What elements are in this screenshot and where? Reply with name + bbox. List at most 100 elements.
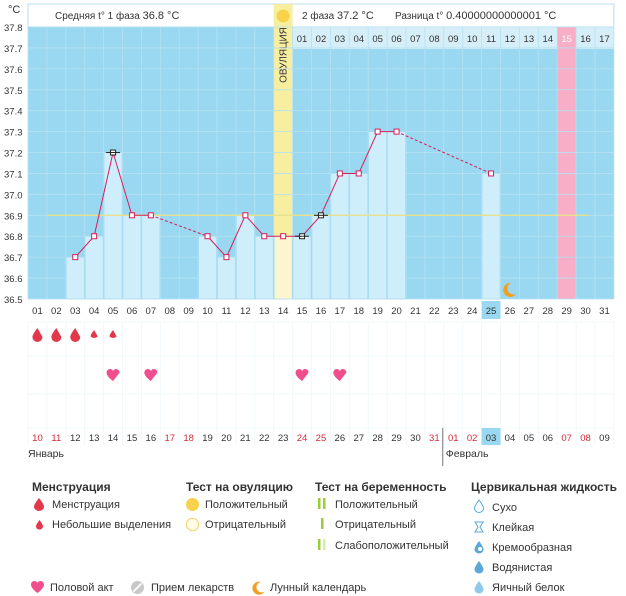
temperature-point [242, 212, 249, 219]
month-label-start: Январь [28, 448, 65, 460]
calendar-date-label: 09 [599, 433, 610, 444]
temperature-bar [273, 235, 293, 300]
post-ovulation-day-label: 04 [353, 34, 364, 45]
intercourse-heart-icon [295, 369, 309, 381]
ovulation-negative-icon [185, 517, 200, 532]
menstruation-drop-icon [90, 329, 98, 338]
small-drop-icon [36, 520, 43, 530]
post-ovulation-day-label: 10 [467, 34, 478, 45]
post-ovulation-row [292, 27, 614, 49]
cycle-day-label: 13 [259, 306, 270, 317]
temperature-line-segment [225, 215, 246, 258]
sticky-icon [474, 521, 484, 533]
cycle-day-label: 16 [316, 306, 327, 317]
month-label-next: Февраль [446, 448, 489, 460]
temperature-point [128, 212, 135, 219]
temperature-bar [84, 235, 104, 300]
moon-icon [252, 581, 265, 595]
cycle-day-label: 01 [32, 306, 43, 317]
calendar-date-label: 30 [410, 433, 421, 444]
legend-menstruation-title: Менструация [32, 480, 111, 494]
calendar-date-label: 10 [32, 433, 43, 444]
temperature-point [72, 254, 79, 261]
moon-icon [503, 282, 516, 297]
legend-ovulation-title: Тест на овуляцию [186, 480, 293, 494]
temperature-bar [66, 256, 85, 300]
intercourse-heart-icon [144, 369, 158, 381]
post-ovulation-day-label: 03 [335, 34, 346, 45]
post-ovulation-day-label: 12 [505, 34, 516, 45]
calendar-date-label: 13 [89, 433, 100, 444]
intercourse-heart-icon [106, 369, 120, 381]
calendar-date-label: 18 [183, 433, 194, 444]
y-unit-label: °C [8, 4, 20, 16]
y-tick-label: 37.4 [4, 107, 23, 118]
legend-ovulation-negative: Отрицательный [205, 519, 286, 531]
legend-pregnancy-positive: Положительный [335, 499, 418, 511]
y-tick-label: 37.2 [4, 149, 23, 160]
cycle-day-label: 30 [580, 306, 591, 317]
cycle-day-label: 09 [183, 306, 194, 317]
calendar-date-label: 02 [467, 433, 478, 444]
legend-cervical-watery: Водянистая [492, 562, 553, 574]
legend-cervical-sticky: Клейкая [492, 522, 535, 534]
y-tick-label: 36.7 [4, 253, 23, 264]
y-tick-label: 37.1 [4, 169, 23, 180]
ovulation-label: ОВУЛЯЦИЯ [279, 27, 290, 83]
temperature-point [147, 212, 154, 219]
temperature-point [374, 128, 381, 135]
temperature-point [91, 233, 98, 240]
calendar-date-label: 24 [297, 433, 308, 444]
temperature-bar [236, 215, 255, 300]
cycle-day-label: 20 [391, 306, 402, 317]
temperature-bar [198, 235, 217, 300]
temperature-point [393, 128, 400, 135]
ovulation-band [273, 4, 293, 299]
cycle-day-label: 14 [278, 306, 289, 317]
temperature-point [336, 170, 343, 177]
temperature-point [355, 170, 362, 177]
post-ovulation-day-label: 13 [524, 34, 535, 45]
legend-pregnancy-negative: Отрицательный [335, 519, 416, 531]
post-ovulation-day-label: 15 [561, 34, 572, 45]
calendar-date-label: 21 [240, 433, 251, 444]
y-tick-label: 36.9 [4, 211, 23, 222]
highlight-day-band [557, 27, 577, 299]
cycle-day-label: 04 [89, 306, 100, 317]
cycle-day-label: 28 [542, 306, 553, 317]
phase1-average: Средняя t° 1 фаза 36.8 °C [55, 10, 179, 22]
cycle-day-label: 31 [599, 306, 610, 317]
temperature-line-segment [358, 131, 379, 174]
cycle-day-label: 29 [561, 306, 572, 317]
heart-icon [31, 581, 44, 593]
pill-icon [131, 581, 144, 594]
calendar-date-label: 29 [391, 433, 402, 444]
y-tick-label: 36.6 [4, 274, 23, 285]
y-tick-label: 37.5 [4, 86, 23, 97]
cycle-day-label: 07 [146, 306, 157, 317]
menstruation-drop-icon [109, 329, 117, 338]
temperature-line-segment [244, 214, 265, 237]
legend-cervical-creamy: Кремообразная [492, 542, 573, 554]
legend-cervical-dry: Сухо [492, 502, 517, 514]
temperature-difference: Разница t° 0.40000000000001 °C [395, 10, 556, 22]
legend-cervical-egg-white: Яичный белок [492, 582, 565, 594]
temperature-line-segment [320, 173, 341, 216]
cycle-day-label: 26 [505, 306, 516, 317]
post-ovulation-day-label: 08 [429, 34, 440, 45]
cycle-day-label: 27 [524, 306, 535, 317]
menstruation-drop-icon [51, 328, 62, 342]
temperature-point [223, 254, 230, 261]
calendar-date-label: 19 [202, 433, 213, 444]
temperature-bar [122, 215, 142, 300]
temperature-point [204, 233, 211, 240]
cycle-day-label: 11 [222, 306, 232, 317]
legend-spotting-item: Небольшие выделения [52, 519, 172, 531]
egg-white-icon [474, 581, 484, 594]
calendar-date-label: 17 [164, 433, 175, 444]
temperature-bar [217, 256, 236, 300]
pregnancy-positive-icon [318, 498, 326, 509]
post-ovulation-day-label: 01 [297, 34, 308, 45]
y-tick-label: 37.6 [4, 65, 23, 76]
legend-pregnancy-title: Тест на беременность [315, 480, 447, 494]
